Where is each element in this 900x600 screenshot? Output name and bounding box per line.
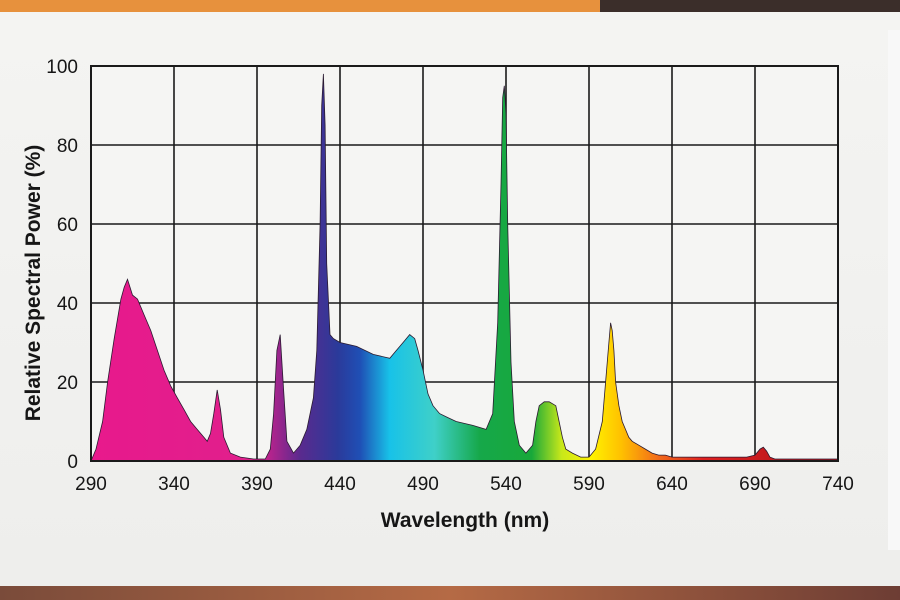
x-tick-labels: 290 340 390 440 490 540 590 640 690 740 (75, 474, 854, 495)
x-tick-label: 590 (573, 474, 605, 495)
y-tick-label: 0 (67, 452, 78, 473)
right-edge-panel (888, 30, 900, 550)
x-tick-label: 540 (490, 474, 522, 495)
plot-frame (90, 65, 839, 462)
bottom-strip (0, 586, 900, 600)
spectrum-series (90, 73, 839, 462)
x-tick-label: 390 (241, 474, 273, 495)
y-tick-label: 100 (46, 57, 78, 78)
y-tick-labels: 0 20 40 60 80 100 (46, 57, 78, 473)
x-tick-label: 290 (75, 474, 107, 495)
top-orange-strip (0, 0, 610, 14)
top-dark-strip (600, 0, 900, 12)
x-tick-label: 640 (656, 474, 688, 495)
y-tick-label: 40 (57, 294, 78, 315)
x-axis-title: Wavelength (nm) (381, 509, 549, 532)
x-tick-label: 490 (407, 474, 439, 495)
x-tick-label: 440 (324, 474, 356, 495)
x-tick-label: 690 (739, 474, 771, 495)
y-axis-title: Relative Spectral Power (%) (22, 145, 45, 422)
y-tick-label: 20 (57, 373, 78, 394)
x-tick-label: 740 (822, 474, 854, 495)
y-tick-label: 60 (57, 215, 78, 236)
spectrum-area (90, 73, 839, 462)
plot-background (91, 66, 838, 461)
y-tick-label: 80 (57, 136, 78, 157)
x-tick-label: 340 (158, 474, 190, 495)
